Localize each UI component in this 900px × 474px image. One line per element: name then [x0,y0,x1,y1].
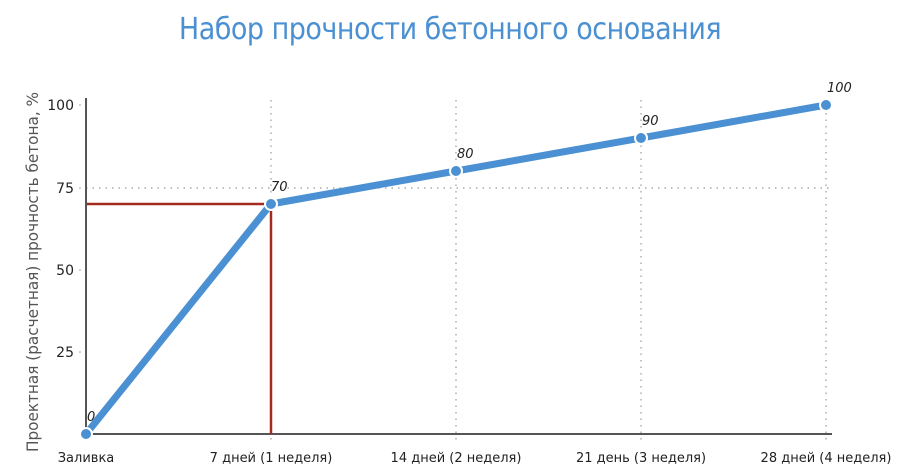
x-tick-label: Заливка [58,451,115,466]
y-tick-label: 75 [56,181,74,197]
point-label: 70 [271,180,288,195]
y-tick-label: 100 [47,98,74,114]
data-point[interactable] [264,197,278,211]
point-label: 0 [87,410,95,425]
data-point[interactable] [819,98,833,112]
x-tick-label: 14 дней (2 неделя) [391,451,522,466]
point-label: 80 [457,147,474,162]
x-tick-label: 21 день (3 неделя) [576,451,706,466]
reference-lines [87,202,273,434]
data-points [79,98,833,441]
x-tick-label: 28 дней (4 неделя) [761,451,892,466]
x-tick-label: 7 дней (1 неделя) [210,451,333,466]
data-point[interactable] [79,427,93,441]
data-point[interactable] [449,164,463,178]
chart-title: Набор прочности бетонного основания [178,12,722,47]
y-tick-label: 25 [56,345,74,361]
point-label: 100 [827,81,852,96]
data-point[interactable] [634,131,648,145]
y-tick-label: 50 [56,263,74,279]
y-axis-label: Проектная (расчетная) прочность бетона, … [23,92,42,452]
point-label: 90 [642,114,659,129]
y-tick-marks [79,104,81,353]
